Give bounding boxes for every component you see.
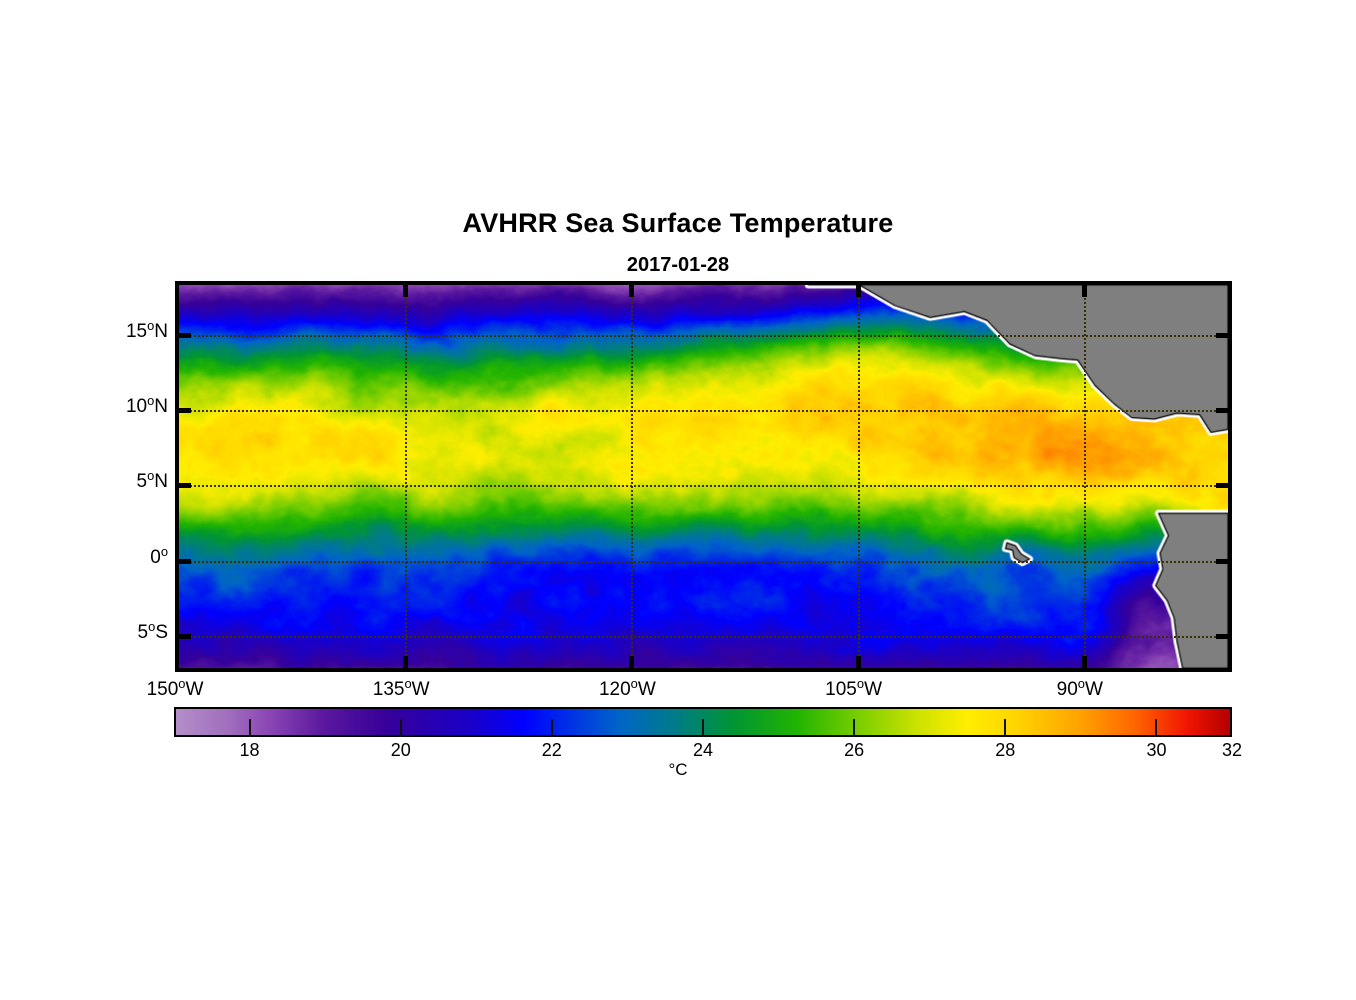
- y-axis-tick-label-0: 15oN: [125, 318, 168, 343]
- colorbar: [174, 707, 1232, 737]
- tick-lat: [1216, 333, 1228, 339]
- sst-heatmap-canvas: [179, 285, 1228, 668]
- tick-lat: [179, 633, 191, 639]
- colorbar-unit-label: °C: [668, 760, 688, 779]
- y-axis-tick-label-4: 5oS: [137, 618, 168, 643]
- colorbar-tick: [1004, 719, 1007, 737]
- tick-lat: [179, 333, 191, 339]
- colorbar-tick: [702, 719, 704, 737]
- tick-lat: [179, 558, 191, 564]
- x-axis-tick-label-1: 135oW: [372, 676, 430, 701]
- tick-lon: [629, 285, 635, 297]
- x-axis-tick-label-0: 150oW: [146, 676, 204, 701]
- colorbar-tick-label-2: 22: [541, 740, 562, 760]
- tick-lon: [855, 656, 861, 668]
- colorbar-tick-label-5: 28: [995, 740, 1016, 760]
- x-axis-tick-label-2: 120oW: [598, 676, 656, 701]
- tick-lon: [1081, 285, 1087, 297]
- colorbar-tick: [1155, 719, 1158, 737]
- colorbar-tick-label-6: 30: [1146, 740, 1167, 760]
- colorbar-tick-label-0: 18: [239, 740, 260, 760]
- y-axis-tick-label-3: 0o: [150, 543, 168, 568]
- tick-lon: [629, 656, 635, 668]
- colorbar-tick-label-4: 26: [844, 740, 865, 760]
- colorbar-tick: [248, 719, 251, 737]
- x-axis-tick-label-3: 105oW: [825, 676, 882, 701]
- tick-lat: [1216, 408, 1228, 414]
- colorbar-tick: [550, 719, 553, 737]
- figure-date-subtitle: 2017-01-28: [626, 254, 730, 276]
- tick-lat: [179, 408, 191, 414]
- tick-lon: [855, 285, 861, 297]
- colorbar-tick: [399, 719, 402, 737]
- page-title: AVHRR Sea Surface Temperature: [462, 208, 894, 238]
- colorbar-tick-label-7: 32: [1221, 740, 1243, 760]
- tick-lon: [1081, 656, 1087, 668]
- colorbar-tick-label-3: 24: [692, 740, 714, 760]
- y-axis-tick-label-1: 10oN: [125, 393, 168, 418]
- tick-lat: [1216, 558, 1228, 564]
- tick-lon: [403, 285, 409, 297]
- colorbar-tick: [853, 719, 856, 737]
- tick-lat: [1216, 633, 1228, 639]
- x-axis-tick-label-4: 90oW: [1056, 676, 1103, 701]
- colorbar-tick-label-1: 20: [390, 740, 411, 760]
- tick-lat: [179, 483, 191, 489]
- tick-lat: [1216, 483, 1228, 489]
- map-plot-area: [175, 281, 1232, 672]
- tick-lon: [403, 656, 409, 668]
- y-axis-tick-label-2: 5oN: [136, 468, 169, 493]
